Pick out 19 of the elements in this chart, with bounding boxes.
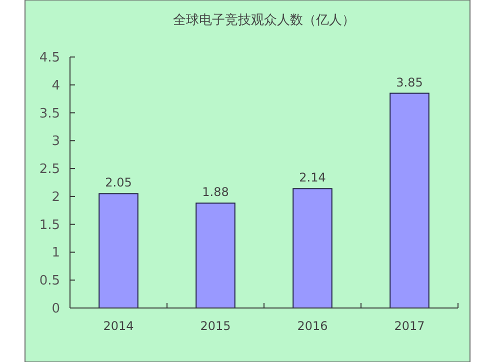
y-tick-label: 3 — [52, 134, 60, 150]
y-tick-label: 4 — [52, 78, 60, 94]
data-label: 1.88 — [202, 185, 229, 200]
y-tick-label: 1 — [52, 246, 60, 261]
y-tick-label: 3.5 — [39, 106, 60, 122]
x-tick-label: 2017 — [394, 319, 425, 333]
data-label: 2.05 — [105, 176, 132, 190]
y-tick-label: 0 — [52, 302, 60, 316]
data-label: 2.14 — [299, 170, 326, 185]
x-tick-label: 2015 — [200, 319, 231, 333]
y-tick-label: 2 — [52, 190, 60, 205]
y-tick-label: 4.5 — [39, 50, 60, 66]
x-tick-label: 2014 — [103, 319, 134, 333]
y-tick-label: 0.5 — [39, 274, 60, 289]
y-tick-label: 2.5 — [39, 162, 60, 178]
x-tick-label: 2016 — [297, 319, 328, 333]
data-label: 3.85 — [396, 75, 423, 90]
chart-title: 全球电子竞技观众人数（亿人） — [173, 13, 355, 28]
y-tick-label: 1.5 — [39, 218, 60, 233]
